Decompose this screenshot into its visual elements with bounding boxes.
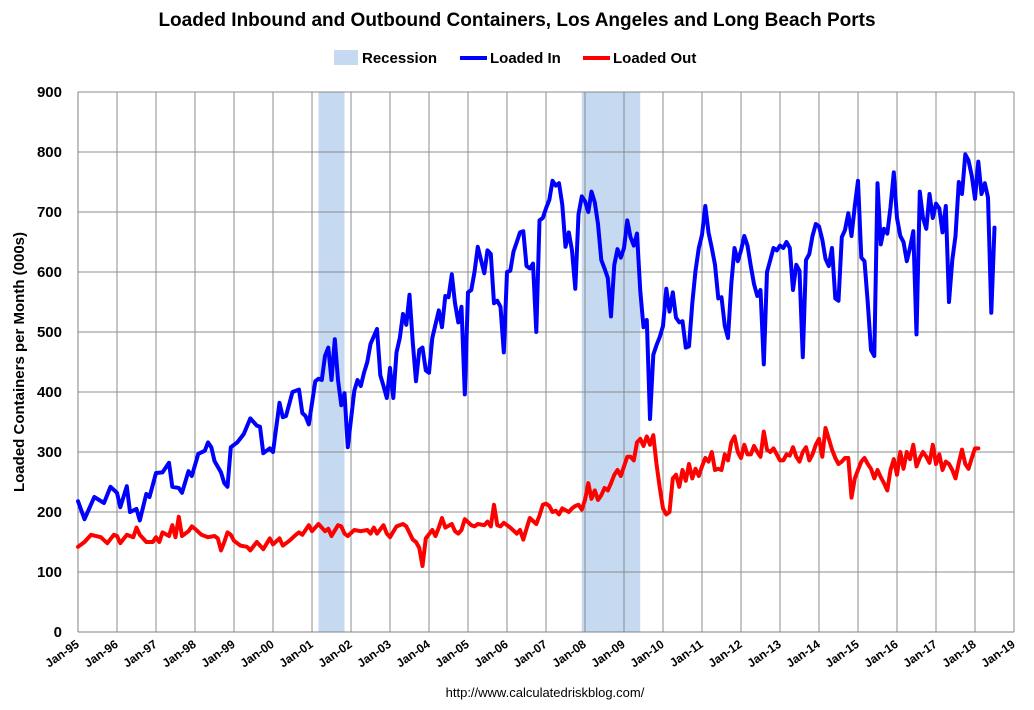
recession-bands — [318, 92, 641, 632]
x-tick-label: Jan-04 — [394, 637, 433, 670]
source-url: http://www.calculatedriskblog.com/ — [446, 685, 645, 700]
y-tick-label: 400 — [37, 384, 62, 401]
axes — [77, 92, 1014, 633]
legend: Recession Loaded In Loaded Out — [334, 50, 696, 67]
x-tick-label: Jan-03 — [355, 637, 394, 670]
x-tick-label: Jan-00 — [238, 637, 277, 670]
series — [76, 152, 997, 568]
y-tick-label: 300 — [37, 444, 62, 461]
legend-loaded-in-label: Loaded In — [490, 50, 561, 67]
x-tick-label: Jan-05 — [433, 637, 472, 670]
x-tick-label: Jan-14 — [784, 637, 823, 670]
x-tick-label: Jan-13 — [745, 637, 784, 670]
y-tick-label: 0 — [54, 624, 62, 641]
legend-recession-swatch — [334, 50, 358, 65]
x-tick-labels: Jan-95 Jan-96 Jan-97 Jan-98 Jan-99 Jan-00 Jan-… — [43, 637, 1018, 670]
y-axis-label: Loaded Containers per Month (000s) — [11, 232, 28, 492]
y-tick-label: 700 — [37, 204, 62, 221]
y-tick-label: 500 — [37, 324, 62, 341]
x-tick-label: Jan-12 — [706, 637, 745, 670]
x-tick-label: Jan-17 — [901, 637, 940, 670]
gridlines — [78, 91, 1015, 632]
x-tick-label: Jan-97 — [121, 637, 160, 670]
x-tick-label: Jan-15 — [823, 637, 862, 670]
y-tick-label: 100 — [37, 564, 62, 581]
x-tick-label: Jan-98 — [160, 637, 199, 670]
series-line-loaded-in — [76, 152, 997, 523]
y-tick-label: 600 — [37, 264, 62, 281]
x-tick-label: Jan-06 — [472, 637, 511, 670]
x-tick-label: Jan-08 — [550, 637, 589, 670]
recession-band-2 — [581, 92, 641, 632]
legend-loaded-out-label: Loaded Out — [613, 50, 696, 67]
chart-title: Loaded Inbound and Outbound Containers, … — [158, 10, 875, 31]
legend-recession-label: Recession — [362, 50, 437, 67]
y-tick-label: 800 — [37, 144, 62, 161]
series-line-loaded-out — [76, 426, 981, 568]
x-tick-label: Jan-96 — [82, 637, 121, 670]
y-tick-label: 200 — [37, 504, 62, 521]
x-tick-label: Jan-09 — [589, 637, 628, 670]
y-tick-label: 900 — [37, 84, 62, 101]
y-tick-labels: 0 100 200 300 400 500 600 700 800 900 — [37, 84, 62, 641]
x-tick-label: Jan-95 — [43, 637, 82, 670]
x-tick-label: Jan-01 — [277, 637, 316, 670]
x-tick-label: Jan-11 — [667, 637, 706, 670]
x-tick-label: Jan-10 — [628, 637, 667, 670]
x-tick-label: Jan-02 — [316, 637, 355, 670]
x-tick-label: Jan-16 — [862, 637, 901, 670]
x-tick-label: Jan-19 — [979, 637, 1018, 670]
x-tick-label: Jan-07 — [511, 637, 550, 670]
x-tick-label: Jan-18 — [940, 637, 979, 670]
x-tick-label: Jan-99 — [199, 637, 238, 670]
